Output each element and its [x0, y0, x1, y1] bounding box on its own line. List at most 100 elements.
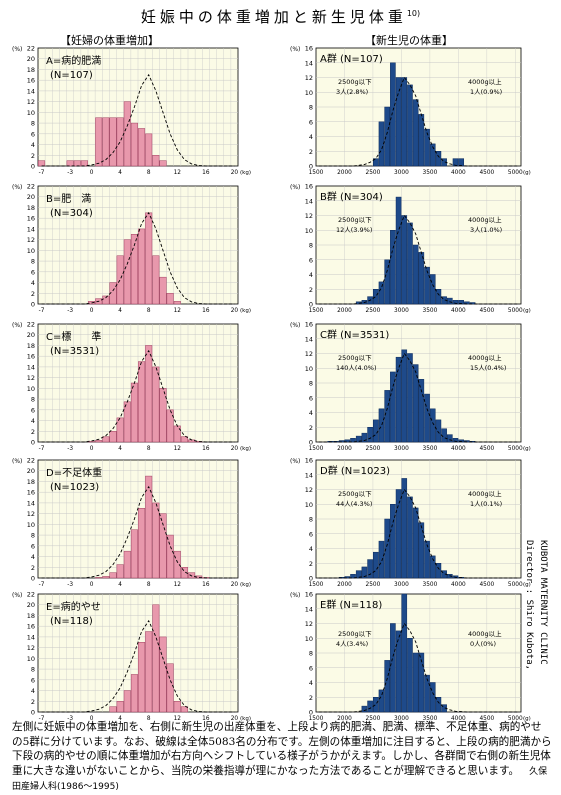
- y-tick-label: 18: [27, 204, 35, 212]
- bar: [424, 266, 430, 305]
- bar: [102, 576, 110, 579]
- y-tick-label: 14: [27, 363, 35, 371]
- bar: [159, 276, 167, 305]
- note-high-threshold: 4000g以上: [468, 629, 502, 638]
- y-tick-label: 0: [31, 301, 35, 309]
- y-tick-label: 4: [31, 553, 35, 561]
- x-tick-label: 0: [90, 446, 94, 452]
- bar: [145, 475, 153, 579]
- group-label: C群 (N=3531): [320, 328, 389, 341]
- bar: [372, 551, 379, 579]
- y-tick-label: 4: [309, 271, 313, 279]
- x-tick-label: 1500: [309, 170, 324, 176]
- footer-text: 左側に妊娠中の体重増加を、右側に新生児の出産体重を、上段より病的肥満、肥満、標準…: [12, 721, 552, 777]
- bar: [138, 361, 146, 443]
- total-distribution-line: [41, 485, 235, 579]
- side-credit-clinic: KUBOTA MATERNITY CLINIC: [538, 540, 548, 665]
- group-label: A=病的肥満: [46, 54, 101, 67]
- bar: [452, 438, 459, 443]
- bar: [123, 239, 131, 305]
- y-tick-label: 6: [309, 530, 313, 538]
- bar: [123, 401, 131, 443]
- x-tick-label: 5000: [508, 582, 523, 588]
- y-tick-label: 16: [305, 45, 313, 53]
- x-tick-label: 8: [147, 170, 151, 176]
- x-tick-label: 4: [118, 582, 122, 588]
- y-tick-label: 14: [27, 87, 35, 95]
- side-credit: KUBOTA MATERNITY CLINIC Director : Shiro…: [520, 540, 556, 740]
- y-tick-label: 2: [309, 148, 313, 156]
- y-tick-label: 16: [305, 591, 313, 599]
- y-tick-label: 12: [27, 644, 35, 652]
- y-tick-label: 2: [309, 560, 313, 568]
- y-tick-label: 6: [309, 664, 313, 672]
- bar: [390, 62, 396, 167]
- y-tick-label: 18: [27, 612, 35, 620]
- y-tick-label: 10: [305, 501, 313, 509]
- x-tick-label: -7: [39, 582, 45, 588]
- bar: [361, 705, 368, 713]
- y-unit-label: (%): [290, 184, 300, 191]
- bar: [407, 496, 413, 579]
- x-tick-label: 8: [147, 446, 151, 452]
- group-label: D=不足体重: [46, 466, 102, 479]
- x-tick-label: 1500: [309, 716, 324, 722]
- bar: [95, 117, 103, 167]
- bar: [109, 431, 117, 443]
- bar: [424, 128, 430, 167]
- note-high-count: 1人(0.1%): [470, 500, 502, 508]
- note-high-threshold: 4000g以上: [468, 77, 502, 86]
- y-tick-label: 2: [31, 290, 35, 298]
- x-tick-label: 16: [202, 446, 210, 452]
- x-tick-label: 2000: [337, 716, 352, 722]
- bar: [390, 504, 396, 579]
- total-distribution-line: [318, 214, 519, 305]
- y-tick-label: 0: [309, 439, 313, 447]
- group-label: D群 (N=1023): [320, 464, 390, 477]
- x-tick-label: 12: [174, 582, 182, 588]
- bar: [173, 550, 181, 579]
- bar: [344, 576, 351, 579]
- bar: [116, 417, 124, 443]
- y-tick-label: 6: [31, 406, 35, 414]
- y-tick-label: 6: [309, 118, 313, 126]
- x-tick-label: 0: [90, 716, 94, 722]
- bar: [123, 690, 131, 713]
- bar: [152, 366, 160, 443]
- bar: [401, 478, 408, 579]
- y-unit-label: (%): [290, 46, 300, 53]
- y-tick-label: 6: [31, 542, 35, 550]
- total-distribution-line: [318, 352, 519, 443]
- y-tick-label: 20: [27, 601, 35, 609]
- y-tick-label: 16: [305, 183, 313, 191]
- x-tick-label: 3000: [394, 308, 409, 314]
- bar: [452, 300, 459, 305]
- bar: [378, 540, 385, 579]
- x-tick-label: 5000: [508, 716, 523, 722]
- y-tick-label: 10: [27, 247, 35, 255]
- bar: [401, 77, 408, 167]
- note-low-threshold: 2500g以下: [338, 630, 372, 638]
- x-tick-label: 2500: [366, 446, 381, 452]
- x-tick-label: 4500: [479, 170, 494, 176]
- y-tick-label: 10: [27, 655, 35, 663]
- y-tick-label: 22: [27, 457, 35, 465]
- total-distribution-line: [41, 619, 235, 713]
- bar: [95, 440, 103, 443]
- x-tick-label: 5000: [508, 170, 523, 176]
- bar: [429, 143, 436, 167]
- note-low-threshold: 2500g以下: [338, 78, 372, 86]
- y-tick-label: 16: [27, 489, 35, 497]
- y-tick-label: 14: [305, 197, 313, 205]
- side-credit-director: Director : Shiro Kubota,: [524, 540, 534, 671]
- group-label: B群 (N=304): [320, 190, 383, 203]
- y-tick-label: 22: [27, 183, 35, 191]
- x-tick-label: 5000: [508, 446, 523, 452]
- bar: [188, 572, 196, 579]
- bar: [378, 121, 385, 167]
- x-tick-label: 4: [118, 170, 122, 176]
- note-low-threshold: 2500g以下: [338, 490, 372, 498]
